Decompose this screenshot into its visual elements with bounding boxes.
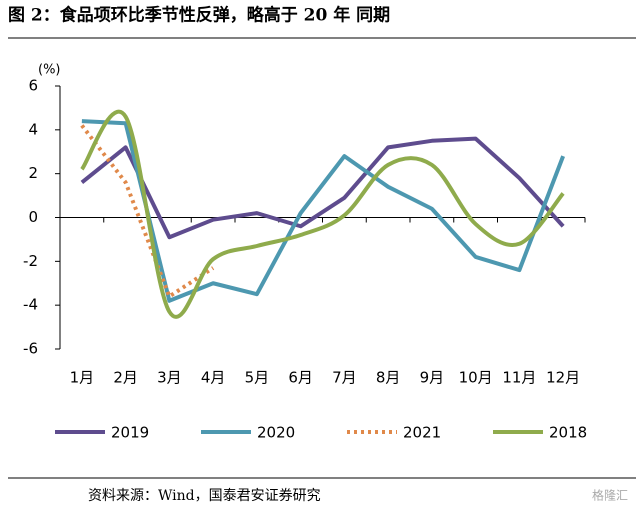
series-line — [81, 119, 565, 303]
series-line — [80, 136, 565, 240]
x-tick-label: 3月 — [157, 369, 182, 387]
watermark: 格隆汇 — [592, 488, 628, 503]
x-tick-label: 2月 — [113, 369, 138, 387]
chart-title: 图 2：食品项环比季节性反弹，略高于 20 年 同期 — [8, 5, 390, 26]
legend-label: 2019 — [111, 424, 149, 442]
x-tick-label: 12月 — [546, 369, 580, 387]
x-tick-label: 9月 — [420, 369, 445, 387]
y-unit: (%) — [38, 63, 61, 78]
y-tick-label: -6 — [23, 340, 38, 358]
y-tick-label: 6 — [28, 77, 38, 95]
legend-label: 2020 — [257, 424, 295, 442]
series-line — [80, 124, 215, 299]
source: 资料来源：Wind，国泰君安证券研究 — [88, 488, 321, 504]
y-tick-label: 0 — [28, 208, 38, 226]
x-tick-label: 4月 — [201, 369, 226, 387]
x-tick-label: 8月 — [376, 369, 401, 387]
y-tick-label: -2 — [23, 252, 38, 270]
x-tick-label: 6月 — [288, 369, 313, 387]
y-tick-label: 4 — [28, 120, 38, 138]
y-tick-label: -4 — [23, 296, 38, 314]
series-line — [80, 109, 565, 319]
x-tick-label: 5月 — [245, 369, 270, 387]
legend-label: 2018 — [549, 424, 587, 442]
legend-label: 2021 — [403, 424, 441, 442]
x-tick-label: 10月 — [459, 369, 493, 387]
x-tick-label: 1月 — [70, 369, 95, 387]
x-tick-label: 7月 — [332, 369, 357, 387]
y-tick-label: 2 — [28, 164, 38, 182]
x-tick-label: 11月 — [502, 369, 536, 387]
